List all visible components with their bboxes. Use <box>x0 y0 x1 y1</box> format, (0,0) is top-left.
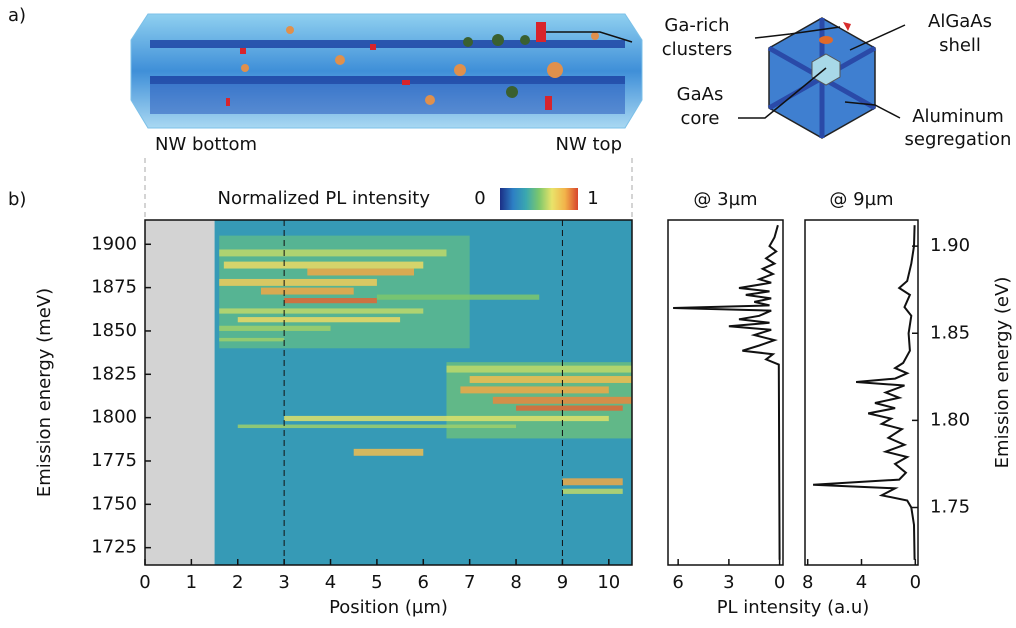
x-axis-label: Position (µm) <box>329 597 448 618</box>
annotation: clusters <box>662 39 733 60</box>
x-tick-label: 10 <box>597 572 620 593</box>
colorbar-tick-label: 0 <box>474 188 485 209</box>
heatmap-cell <box>237 317 401 323</box>
y-axis-label: Emission energy (meV) <box>34 288 55 497</box>
y-tick-label: 1900 <box>91 233 137 254</box>
nw-bottom-label: NW bottom <box>155 134 257 155</box>
x-tick-label: 4 <box>325 572 336 593</box>
x-tick-label: 0 <box>774 572 785 593</box>
plot-frame <box>144 219 633 566</box>
y-tick-label: 1.80 <box>930 409 970 430</box>
x-tick-label: 1 <box>186 572 197 593</box>
y-tick-label: 1825 <box>91 363 137 384</box>
x-tick-label: 8 <box>510 572 521 593</box>
heatmap-cell <box>223 261 424 269</box>
heatmap-cell <box>353 448 424 456</box>
y-tick-label: 1.85 <box>930 322 970 343</box>
x-tick-label: 2 <box>232 572 243 593</box>
chart-title: @ 9µm <box>829 189 893 210</box>
x-tick-label: 0 <box>139 572 150 593</box>
x-tick-label: 3 <box>278 572 289 593</box>
y-tick-label: 1775 <box>91 450 137 471</box>
heatmap-cell <box>460 386 609 394</box>
colorbar-title: Normalized PL intensity <box>218 188 431 209</box>
x-tick-label: 6 <box>418 572 429 593</box>
colorbar-tick-label: 1 <box>587 188 598 209</box>
plot-frame <box>667 219 784 566</box>
spectrum-line <box>673 224 781 560</box>
x-tick-label: 4 <box>856 572 867 593</box>
heatmap-cell <box>562 478 623 486</box>
hexagon-diagram <box>767 17 877 139</box>
annotation: Ga-rich <box>664 15 729 36</box>
spectrum-line <box>813 225 916 560</box>
x-tick-label: 7 <box>464 572 475 593</box>
heatmap-cell <box>469 376 632 383</box>
y-tick-label: 1850 <box>91 320 137 341</box>
heatmap-cell <box>260 287 354 295</box>
annotation: shell <box>939 35 981 56</box>
annotation: segregation <box>905 129 1012 150</box>
y-tick-label: 1725 <box>91 537 137 558</box>
heatmap-cell <box>237 424 517 429</box>
heatmap-cell <box>219 325 331 331</box>
heatmap-cell <box>284 415 609 422</box>
heatmap-cell <box>219 278 377 286</box>
heatmap-cell <box>376 294 540 300</box>
y-tick-label: 1.75 <box>930 497 970 518</box>
annotation: GaAs <box>677 84 724 105</box>
heatmap-cell <box>219 337 285 342</box>
y-tick-label: 1750 <box>91 493 137 514</box>
x-tick-label: 9 <box>557 572 568 593</box>
panel-label: b) <box>8 189 26 210</box>
nw-top-label: NW top <box>556 134 622 155</box>
y-tick-label: 1875 <box>91 277 137 298</box>
nanowire-image <box>130 13 643 129</box>
y-tick-label: 1800 <box>91 407 137 428</box>
heatmap-cell <box>446 365 632 373</box>
heatmap-cell <box>562 488 623 494</box>
annotation: core <box>681 108 720 129</box>
heatmap-cell <box>516 405 623 411</box>
y-tick-label: 1.90 <box>930 235 970 256</box>
x-axis-label: PL intensity (a.u) <box>717 597 870 618</box>
heatmap-cell <box>284 298 377 304</box>
annotation: AlGaAs <box>928 11 992 32</box>
panel-label: a) <box>8 5 26 26</box>
x-tick-label: 6 <box>672 572 683 593</box>
colorbar <box>500 188 578 210</box>
chart-title: @ 3µm <box>693 189 757 210</box>
x-tick-label: 0 <box>910 572 921 593</box>
heatmap-cell <box>219 249 447 257</box>
annotation: Aluminum <box>912 106 1004 127</box>
no-data-region <box>145 220 215 565</box>
x-tick-label: 8 <box>802 572 813 593</box>
x-tick-label: 3 <box>723 572 734 593</box>
heatmap-cell <box>307 268 415 276</box>
heatmap-cell <box>219 308 424 314</box>
leader-lines <box>546 24 906 119</box>
y-axis-label: Emission energy (eV) <box>992 277 1013 469</box>
x-tick-label: 5 <box>371 572 382 593</box>
plot-frame <box>804 219 919 566</box>
